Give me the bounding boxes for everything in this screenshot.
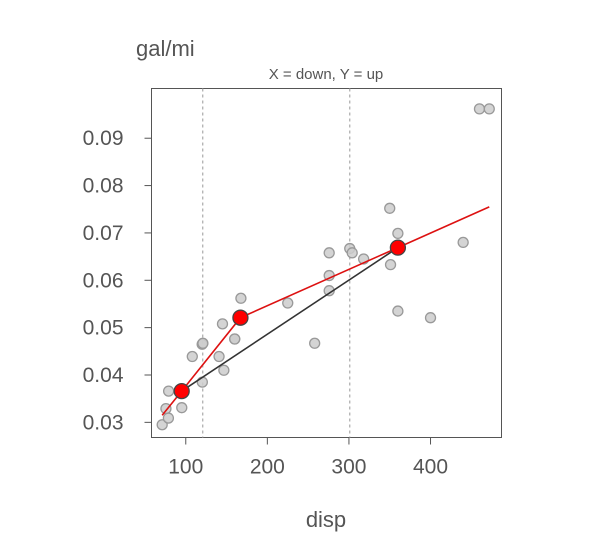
x-tick-label: 200 <box>250 456 285 479</box>
x-axis: 100 200 300 400 <box>168 437 448 479</box>
data-point <box>176 402 188 414</box>
x-tick-label: 100 <box>168 456 203 479</box>
x-tick-label: 300 <box>331 456 366 479</box>
y-tick-label: 0.08 <box>83 175 124 198</box>
fit-lines <box>161 206 490 416</box>
data-point <box>392 305 404 317</box>
highlight-marker <box>389 239 407 256</box>
data-point <box>346 247 358 259</box>
y-axis: 0.03 0.04 0.05 0.06 0.07 0.08 0.09 <box>83 127 152 434</box>
data-point <box>384 259 397 271</box>
reference-lines <box>202 88 351 438</box>
data-point <box>197 337 209 349</box>
data-point <box>392 227 404 240</box>
data-point <box>384 202 396 214</box>
series-line-1 <box>181 246 399 392</box>
data-point <box>213 350 225 363</box>
highlight-marker <box>173 382 190 400</box>
data-point <box>473 103 486 115</box>
data-point <box>162 385 175 397</box>
y-tick-label: 0.03 <box>83 411 124 434</box>
y-tick-label: 0.04 <box>83 364 124 387</box>
chart-subtitle: X = down, Y = up <box>269 66 384 83</box>
plot-frame <box>151 88 502 438</box>
data-point <box>235 292 247 304</box>
y-tick-label: 0.06 <box>83 269 124 292</box>
series-line-2 <box>161 206 490 416</box>
highlight-marker <box>232 309 249 326</box>
data-point <box>323 247 335 259</box>
y-tick-label: 0.05 <box>83 317 124 340</box>
x-tick-label: 400 <box>413 456 448 479</box>
data-point <box>457 236 469 249</box>
data-point <box>282 297 294 309</box>
data-point <box>424 312 437 324</box>
y-axis-title: gal/mi <box>136 36 195 61</box>
data-point <box>196 376 208 388</box>
data-point <box>309 337 321 349</box>
data-point <box>483 103 495 115</box>
data-point <box>186 350 198 363</box>
data-point <box>218 364 230 376</box>
highlight-markers <box>173 239 407 400</box>
data-points <box>156 103 495 431</box>
data-point <box>216 318 229 330</box>
y-tick-label: 0.07 <box>83 222 124 245</box>
data-point <box>162 412 175 424</box>
y-tick-label: 0.09 <box>83 127 124 150</box>
data-point <box>229 333 241 345</box>
x-axis-title: disp <box>306 507 346 532</box>
